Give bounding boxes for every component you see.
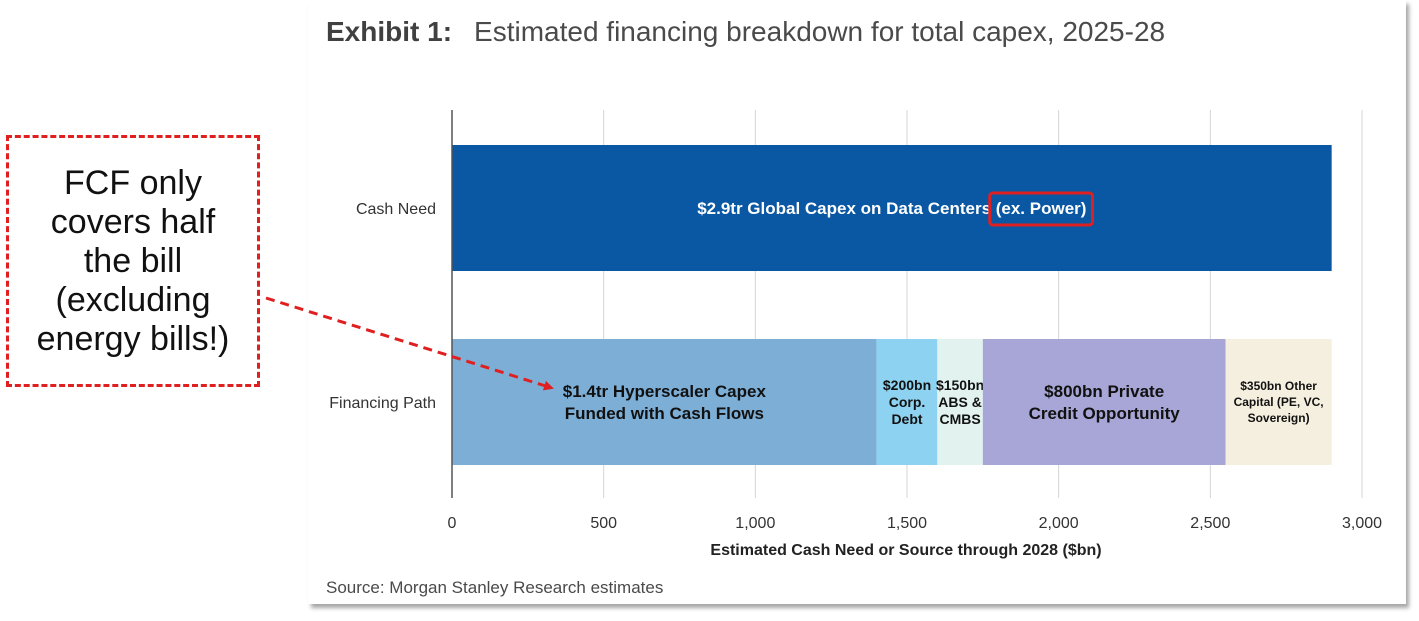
x-tick-label: 0 [448, 515, 457, 532]
segment-label: Corp. [889, 394, 926, 410]
bar-segment [452, 145, 1332, 271]
highlight-box [988, 191, 1094, 227]
x-tick-label: 1,500 [887, 515, 927, 532]
fcf-callout-box: FCF only covers half the bill (excluding… [6, 135, 260, 387]
bar-segment [452, 339, 877, 465]
segment-label: Sovereign) [1248, 411, 1310, 425]
segment-label: Capital (PE, VC, [1234, 395, 1324, 409]
segment-label: Credit Opportunity [1029, 404, 1181, 423]
segment-label: Debt [891, 411, 922, 427]
chart-card [308, 0, 1406, 604]
fcf-callout-text: FCF only covers half the bill (excluding… [36, 163, 230, 358]
segment-label: $200bn [883, 377, 931, 393]
x-tick-label: 1,000 [735, 515, 775, 532]
callout-arrow [265, 296, 554, 391]
segment-label: $2.9tr Global Capex on Data Centers (ex.… [697, 199, 1086, 218]
x-axis-label: Estimated Cash Need or Source through 20… [710, 542, 1101, 559]
segment-label: $350bn Other [1240, 379, 1317, 393]
category-label: Financing Path [329, 395, 436, 412]
segment-label: CMBS [939, 411, 980, 427]
category-label: Cash Need [356, 201, 436, 218]
segment-label: $1.4tr Hyperscaler Capex [563, 382, 767, 401]
bar-segment [937, 339, 983, 465]
segment-label: ABS & [938, 394, 982, 410]
x-tick-label: 2,000 [1039, 515, 1079, 532]
exhibit-title: Estimated financing breakdown for total … [474, 16, 1166, 47]
segment-label: Funded with Cash Flows [565, 404, 764, 423]
chart-title: Exhibit 1: Estimated financing breakdown … [326, 16, 1165, 48]
x-tick-label: 3,000 [1342, 515, 1382, 532]
exhibit-label: Exhibit 1: [326, 16, 453, 47]
segment-label: $800bn Private [1044, 382, 1164, 401]
bar-segment [876, 339, 938, 465]
x-tick-label: 500 [590, 515, 617, 532]
segment-label: $150bn [936, 377, 984, 393]
x-tick-label: 2,500 [1190, 515, 1230, 532]
bar-segment [982, 339, 1226, 465]
bar-segment [1225, 339, 1332, 465]
source-note: Source: Morgan Stanley Research estimate… [326, 578, 664, 597]
